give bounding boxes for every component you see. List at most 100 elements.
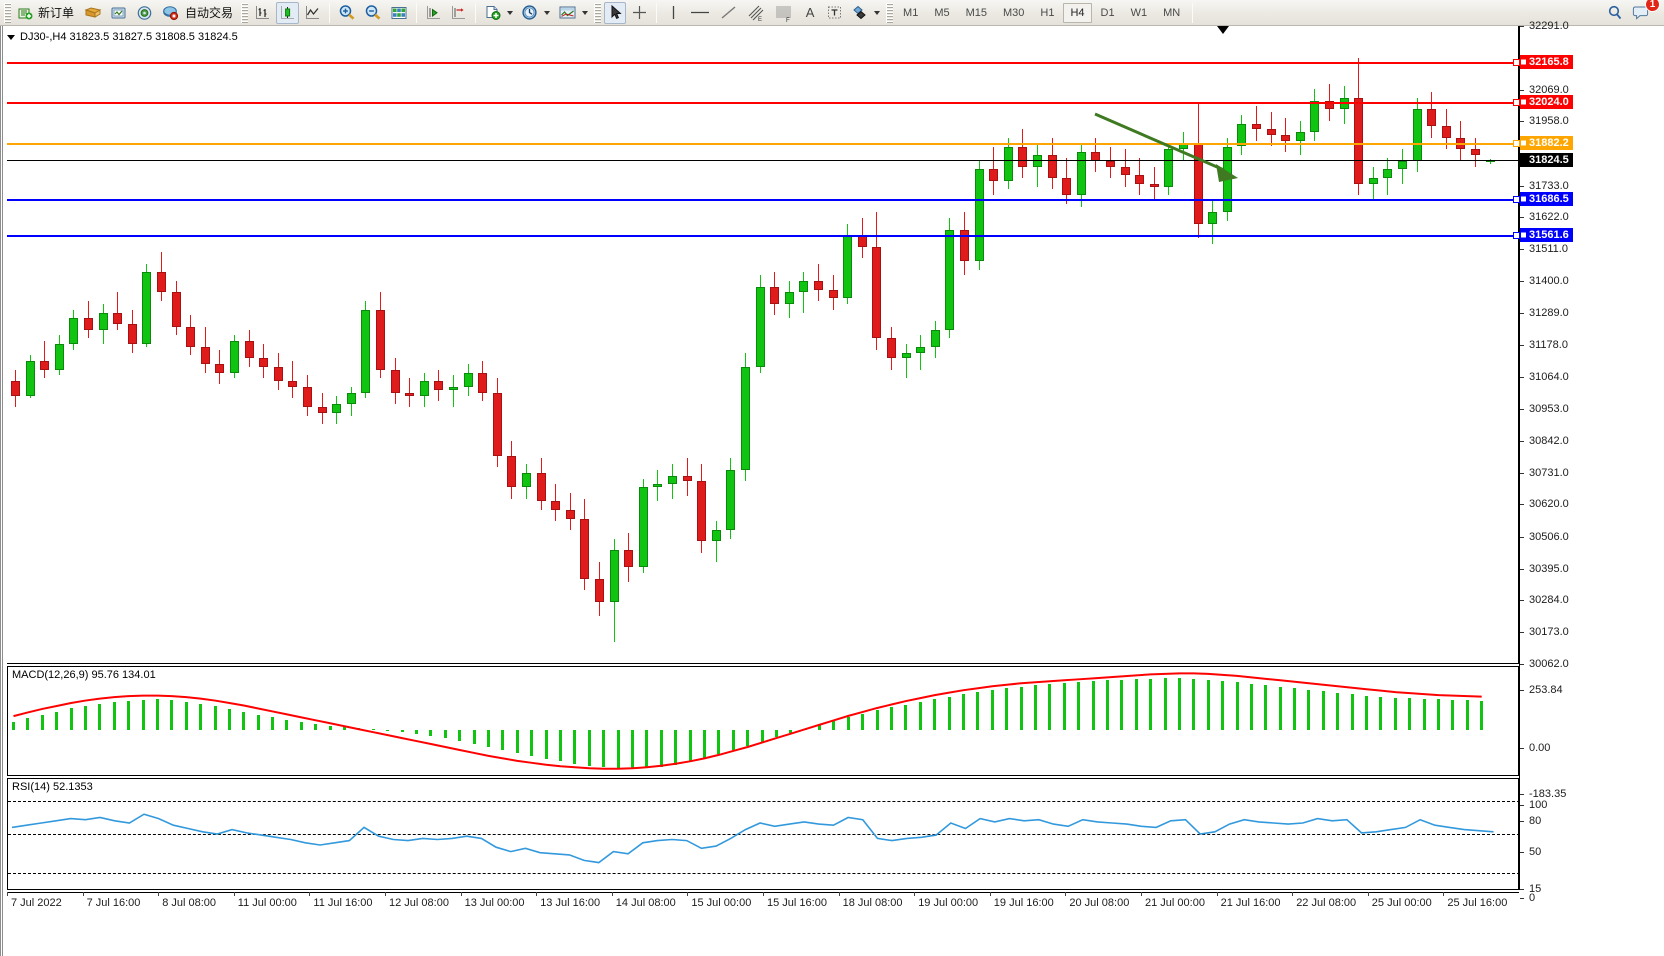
candle-body: [507, 455, 517, 488]
fibonacci-button[interactable]: F: [770, 2, 797, 24]
search-button[interactable]: [1603, 2, 1627, 24]
price-level-badge-current-price[interactable]: 31824.5: [1520, 152, 1573, 167]
price-level-stroke: [7, 234, 1519, 237]
macd-histogram-bar: [1206, 679, 1210, 730]
price-tick: 30842.0: [1520, 435, 1569, 447]
shapes-button[interactable]: [848, 2, 883, 24]
chart-menu-caret-icon[interactable]: [7, 34, 15, 40]
candle: [1456, 26, 1466, 664]
timeframe-w1-button[interactable]: W1: [1130, 6, 1148, 19]
candle: [1266, 26, 1276, 664]
timeframe-m30-button[interactable]: M30: [1003, 6, 1025, 19]
timeframe-m15-button[interactable]: M15: [965, 6, 987, 19]
candle-body: [1383, 169, 1393, 178]
trendline-button[interactable]: [716, 2, 741, 24]
toolbar-grip-4[interactable]: [886, 2, 894, 23]
candle-body: [171, 292, 181, 327]
rsi-pane[interactable]: RSI(14) 52.1353: [7, 778, 1520, 890]
candle: [332, 26, 342, 664]
price-tick: 31178.0: [1520, 339, 1568, 351]
candle-body: [843, 235, 853, 299]
price-level-stroke: [7, 159, 1519, 161]
market-watch-button[interactable]: [133, 2, 157, 24]
bar-chart-button[interactable]: [251, 2, 274, 24]
text-label-button[interactable]: [823, 2, 846, 24]
candle: [1310, 26, 1320, 664]
price-pane[interactable]: [7, 26, 1520, 664]
price-level-stroke: [7, 199, 1519, 202]
cursor-button[interactable]: [604, 1, 627, 24]
zoom-out-button[interactable]: [361, 2, 385, 24]
chart-shift-button[interactable]: [447, 2, 470, 24]
zoom-in-button[interactable]: [335, 2, 359, 24]
candlestick-chart-button[interactable]: [276, 1, 300, 24]
alerts-button[interactable]: 1: [1629, 0, 1660, 24]
new-order-button[interactable]: 新订单: [14, 2, 79, 24]
macd-histogram-bar: [429, 729, 433, 736]
candle: [1339, 26, 1349, 664]
folder-button[interactable]: [81, 2, 105, 24]
price-level-badge-support[interactable]: 31561.6: [1520, 227, 1573, 242]
price-level-badge-support[interactable]: 31686.5: [1520, 192, 1573, 207]
macd-histogram-bar: [69, 708, 73, 730]
candle: [98, 26, 108, 664]
chevron-down-icon[interactable]: [507, 10, 514, 15]
price-level-handle[interactable]: [1513, 58, 1520, 66]
candle-body: [98, 312, 108, 330]
candle: [551, 26, 561, 664]
timeframe-h1-button[interactable]: H1: [1040, 6, 1055, 19]
price-level-handle[interactable]: [1513, 99, 1520, 107]
time-axis[interactable]: 7 Jul 2022 7 Jul 16:00 8 Jul 08:00 11 Jul 0…: [7, 892, 1519, 912]
candle-body: [259, 358, 269, 367]
time-tick: 13 Jul 16:00: [536, 892, 601, 909]
horizontal-line-icon: [691, 11, 710, 14]
timeframe-d1-button[interactable]: D1: [1100, 6, 1115, 19]
price-level-handle[interactable]: [1513, 196, 1520, 204]
price-tick: 30173.0: [1520, 626, 1569, 638]
toolbar-grip-2[interactable]: [241, 2, 249, 23]
equidistant-channel-icon: E: [748, 5, 764, 22]
candle: [1003, 26, 1013, 664]
crosshair-button[interactable]: [628, 2, 651, 24]
price-level-handle[interactable]: [1513, 231, 1520, 239]
chevron-down-icon-3[interactable]: [582, 10, 589, 15]
candle-body: [1164, 149, 1174, 187]
price-level-badge-resistance[interactable]: 32165.8: [1520, 54, 1573, 69]
vertical-line-button[interactable]: [662, 2, 684, 24]
price-scale[interactable]: 32291.0 32069.0 31958.0 31733.0 31622.0 31511…: [1519, 20, 1664, 904]
horizontal-line-button[interactable]: [686, 2, 714, 24]
price-level-badge-resistance[interactable]: 32024.0: [1520, 95, 1573, 110]
candle-body: [1441, 126, 1451, 138]
chart-window[interactable]: DJ30-,H4 31823.5 31827.5 31808.5 31824.5…: [0, 20, 1664, 956]
text-button[interactable]: A: [799, 2, 821, 24]
toolbar-grip-3[interactable]: [594, 2, 602, 23]
chevron-down-icon-4[interactable]: [874, 10, 881, 15]
auto-trading-button[interactable]: 自动交易: [159, 2, 238, 24]
macd-histogram-bar: [1077, 681, 1081, 730]
timeframe-m5-button[interactable]: M5: [934, 6, 950, 19]
candle-body: [960, 229, 969, 261]
timeframe-m1-button[interactable]: M1: [903, 6, 919, 19]
periods-button[interactable]: [518, 2, 553, 24]
candle-wick: [803, 272, 805, 313]
macd-histogram-bar: [1264, 685, 1268, 730]
grid-button[interactable]: [387, 2, 411, 24]
candle-body: [405, 392, 415, 396]
autoscroll-button[interactable]: [422, 2, 445, 24]
macd-histogram-bar: [962, 694, 966, 730]
price-level-badge-pivot[interactable]: 31882.2: [1520, 136, 1573, 150]
price-level-handle[interactable]: [1513, 140, 1520, 147]
indicators-button[interactable]: [481, 2, 516, 24]
chevron-down-icon-2[interactable]: [544, 10, 551, 15]
toolbar-grip[interactable]: [4, 2, 11, 23]
candle: [595, 26, 604, 664]
price-tick: 30953.0: [1520, 403, 1569, 415]
equidistant-channel-button[interactable]: E: [743, 2, 768, 24]
macd-pane[interactable]: MACD(12,26,9) 95.76 134.01: [7, 666, 1519, 776]
profiles-button[interactable]: [107, 2, 131, 24]
line-chart-button[interactable]: [301, 2, 324, 24]
timeframe-h4-button[interactable]: H4: [1063, 2, 1092, 23]
macd-histogram-bar: [1307, 689, 1311, 730]
templates-button[interactable]: [555, 2, 591, 24]
timeframe-mn-button[interactable]: MN: [1163, 6, 1181, 19]
